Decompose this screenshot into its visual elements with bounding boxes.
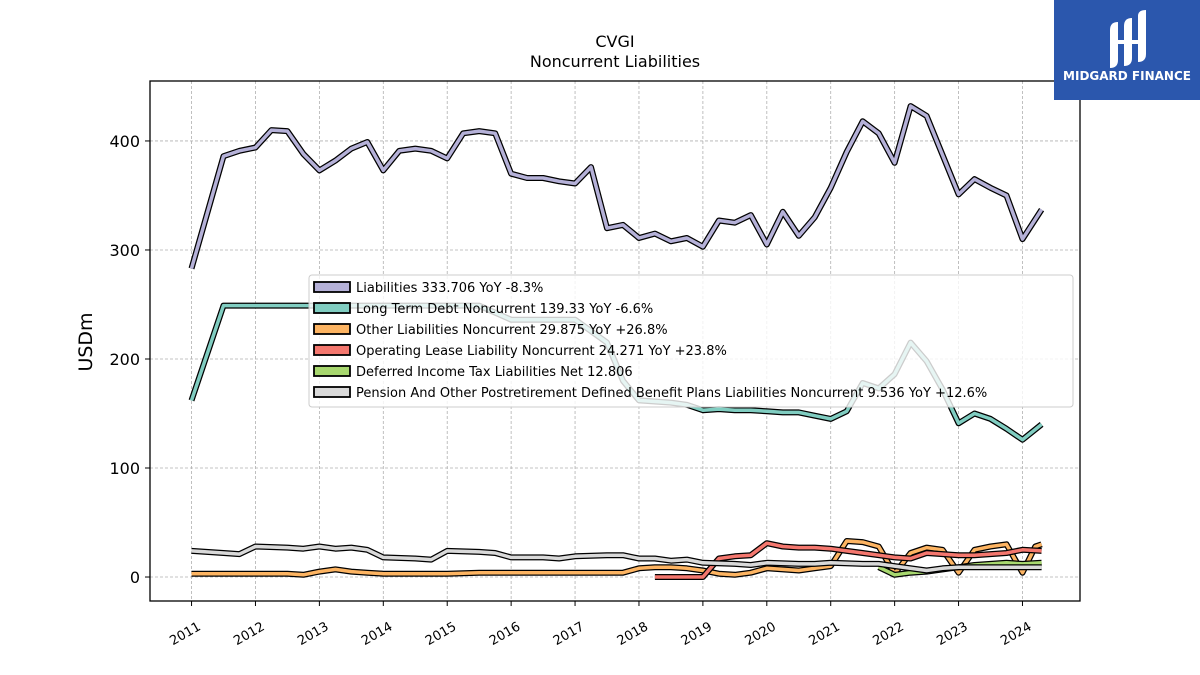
x-tick-label: 2017 xyxy=(551,619,587,649)
legend-swatch xyxy=(313,323,351,335)
legend-swatch xyxy=(313,302,351,314)
legend: Liabilities 333.706 YoY -8.3% Long Term D… xyxy=(308,274,1074,408)
legend-swatch xyxy=(313,365,351,377)
legend-entry: Operating Lease Liability Noncurrent 24.… xyxy=(356,344,727,359)
legend-entry: Other Liabilities Noncurrent 29.875 YoY … xyxy=(356,323,668,338)
x-tick-label: 2013 xyxy=(295,619,331,649)
series-line xyxy=(191,539,1043,577)
legend-swatch xyxy=(313,344,351,356)
y-axis-label: USDm xyxy=(75,312,97,371)
legend-entry: Deferred Income Tax Liabilities Net 12.8… xyxy=(356,365,633,380)
x-tick-label: 2024 xyxy=(998,619,1034,649)
legend-entry: Liabilities 333.706 YoY -8.3% xyxy=(356,281,543,296)
x-tick-label: 2011 xyxy=(167,619,203,649)
legend-entry: Pension And Other Postretirement Defined… xyxy=(356,386,987,401)
x-tick-label: 2021 xyxy=(807,619,843,649)
x-tick-label: 2018 xyxy=(615,619,651,649)
logo-text: MIDGARD FINANCE xyxy=(1063,69,1191,83)
x-tick-label: 2014 xyxy=(359,619,395,649)
legend-swatch xyxy=(313,386,351,398)
legend-entry: Long Term Debt Noncurrent 139.33 YoY -6.… xyxy=(356,302,653,317)
y-tick-label: 200 xyxy=(109,350,140,369)
y-tick-label: 400 xyxy=(109,132,140,151)
series-line xyxy=(191,544,1042,573)
x-tick-label: 2012 xyxy=(231,619,267,649)
legend-box xyxy=(308,274,1074,408)
series-line xyxy=(189,104,1044,269)
x-tick-label: 2015 xyxy=(423,619,459,649)
logo-mark-icon xyxy=(1110,10,1146,68)
plot-frame xyxy=(149,80,1081,602)
y-tick-label: 0 xyxy=(130,568,140,587)
y-tick-label: 300 xyxy=(109,241,140,260)
legend-swatch xyxy=(313,281,351,293)
x-tick-label: 2022 xyxy=(870,619,906,649)
series-line xyxy=(654,541,1042,579)
chart-title: CVGI xyxy=(595,32,634,51)
midgard-finance-logo: MIDGARD FINANCE xyxy=(1054,0,1200,100)
x-tick-label: 2016 xyxy=(487,619,523,649)
x-tick-label: 2020 xyxy=(743,619,779,649)
x-tick-label: 2023 xyxy=(934,619,970,649)
chart-subtitle: Noncurrent Liabilities xyxy=(530,52,700,71)
x-tick-label: 2019 xyxy=(679,619,715,649)
y-tick-label: 100 xyxy=(109,459,140,478)
